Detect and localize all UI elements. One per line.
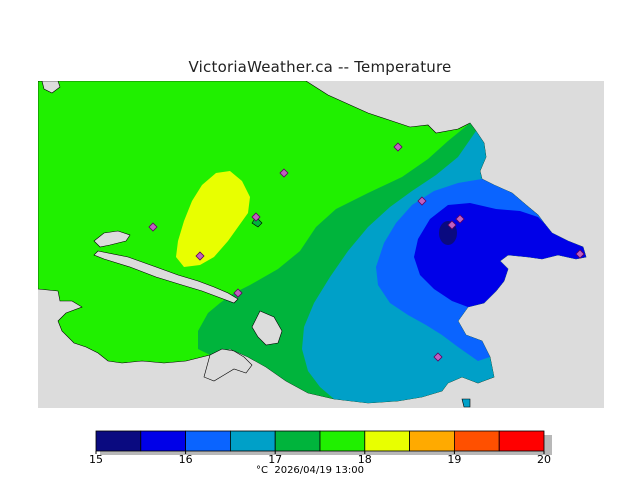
inlet-water bbox=[93, 230, 131, 248]
legend-tick-label: 18 bbox=[357, 453, 372, 466]
legend-band bbox=[229, 430, 276, 452]
legend-tick-label: 20 bbox=[537, 453, 551, 466]
map-title: VictoriaWeather.ca -- Temperature bbox=[188, 58, 452, 76]
station-marker bbox=[455, 214, 465, 224]
legend-band bbox=[95, 430, 142, 452]
station-marker bbox=[279, 168, 289, 178]
station-marker bbox=[393, 142, 403, 152]
station-marker bbox=[148, 222, 158, 232]
station-marker bbox=[195, 251, 205, 261]
legend-band bbox=[319, 430, 366, 452]
legend-band bbox=[140, 430, 187, 452]
bay-water bbox=[38, 81, 61, 94]
legend-band bbox=[364, 430, 410, 452]
legend-caption: °C 2026/04/19 13:00 bbox=[256, 465, 364, 476]
legend-ticks bbox=[95, 451, 545, 454]
station-marker bbox=[251, 212, 261, 222]
station-markers bbox=[148, 142, 585, 362]
bay-water bbox=[203, 348, 253, 382]
legend-tick-label: 19 bbox=[447, 453, 462, 466]
station-marker bbox=[447, 220, 457, 230]
legend-bands bbox=[95, 430, 545, 452]
legend-band bbox=[409, 430, 455, 452]
legend-band bbox=[498, 430, 545, 452]
station-marker bbox=[575, 249, 585, 259]
legend-shadow bbox=[100, 435, 552, 455]
station-marker bbox=[233, 288, 243, 298]
bay-water bbox=[251, 310, 283, 346]
legend-band bbox=[185, 430, 231, 452]
temperature-map bbox=[38, 81, 604, 408]
temp-zone-18-18-5 bbox=[176, 171, 250, 267]
temp-zone-15-5-16 bbox=[414, 203, 586, 307]
legend-band bbox=[453, 430, 500, 452]
legend-band bbox=[274, 430, 321, 452]
legend-tick-label: 17 bbox=[268, 453, 283, 466]
island-outline bbox=[461, 398, 471, 408]
legend-tick-label: 16 bbox=[178, 453, 193, 466]
station-marker bbox=[417, 196, 427, 206]
inlet-water bbox=[93, 250, 239, 304]
legend-tick-label: 15 bbox=[89, 453, 103, 466]
station-marker bbox=[433, 352, 443, 362]
